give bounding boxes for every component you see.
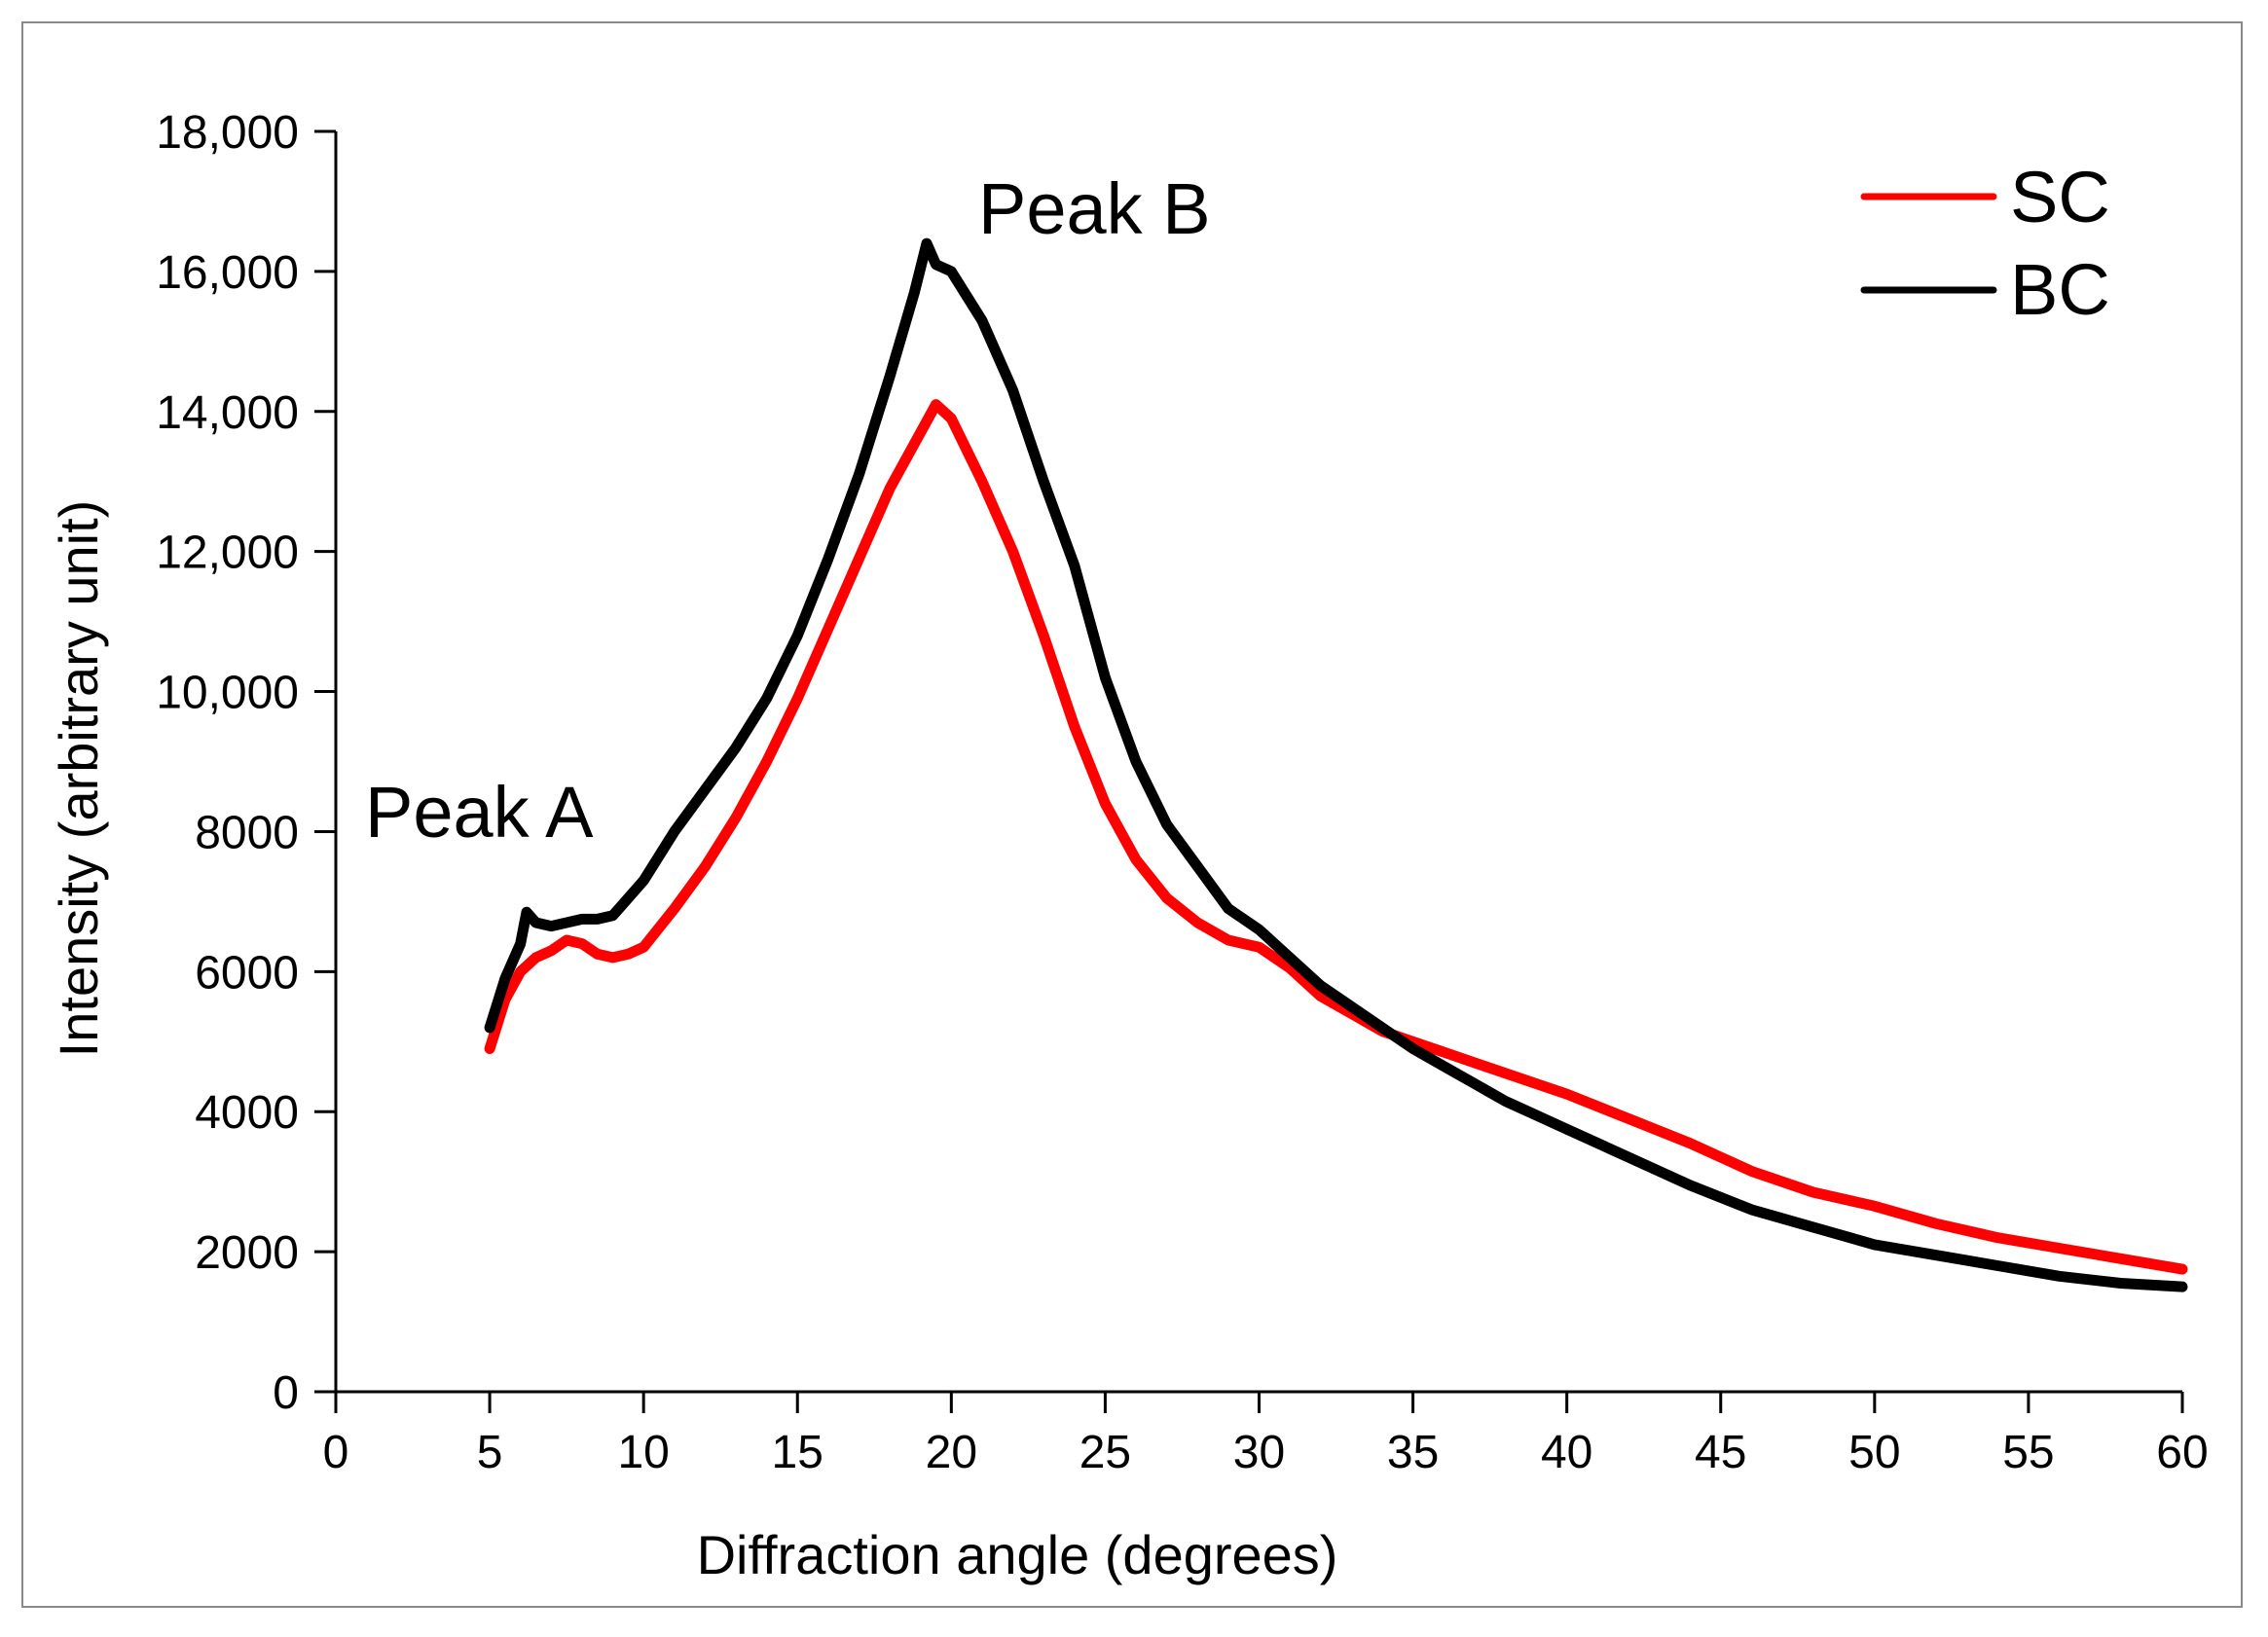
series-line-bc — [484, 237, 2188, 1292]
y-tick-label: 4000 — [195, 1087, 299, 1139]
y-tick-label: 2000 — [195, 1227, 299, 1279]
x-tick-label: 30 — [1233, 1427, 1285, 1478]
series-lines — [484, 237, 2188, 1292]
y-tick-label: 6000 — [195, 947, 299, 999]
x-tick-label: 0 — [323, 1427, 349, 1478]
y-tick-label: 0 — [273, 1367, 299, 1419]
y-tick-label: 10,000 — [156, 668, 299, 719]
legend: SC BC — [1860, 157, 2110, 330]
annotation-peak-a: Peak A — [365, 772, 594, 853]
x-axis-title: Diffraction angle (degrees) — [697, 1524, 1338, 1585]
x-tick-label: 20 — [926, 1427, 977, 1478]
legend-label-sc: SC — [2010, 157, 2110, 237]
ticks-group: 0 5 10 15 20 25 30 35 40 45 50 55 60 0 2000 4000 6000 800… — [156, 107, 2209, 1478]
y-tick-label: 12,000 — [156, 527, 299, 579]
annotation-peak-b: Peak B — [978, 168, 1211, 249]
legend-label-bc: BC — [2010, 249, 2110, 330]
series-line-sc — [484, 399, 2188, 1275]
y-tick-label: 18,000 — [156, 107, 299, 159]
x-tick-label: 55 — [2002, 1427, 2054, 1478]
y-tick-label: 8000 — [195, 807, 299, 858]
x-tick-label: 35 — [1387, 1427, 1439, 1478]
x-tick-label: 40 — [1541, 1427, 1592, 1478]
x-tick-label: 25 — [1079, 1427, 1131, 1478]
axes-group — [334, 131, 2182, 1394]
y-axis-title: Intensity (arbitrary unit) — [48, 500, 109, 1058]
x-tick-label: 60 — [2156, 1427, 2208, 1478]
x-tick-label: 15 — [772, 1427, 823, 1478]
figure-frame — [21, 21, 2243, 1608]
y-tick-label: 16,000 — [156, 247, 299, 299]
x-tick-label: 45 — [1695, 1427, 1746, 1478]
x-tick-label: 10 — [617, 1427, 669, 1478]
x-tick-label: 5 — [477, 1427, 503, 1478]
y-tick-label: 14,000 — [156, 387, 299, 439]
x-tick-label: 50 — [1848, 1427, 1900, 1478]
